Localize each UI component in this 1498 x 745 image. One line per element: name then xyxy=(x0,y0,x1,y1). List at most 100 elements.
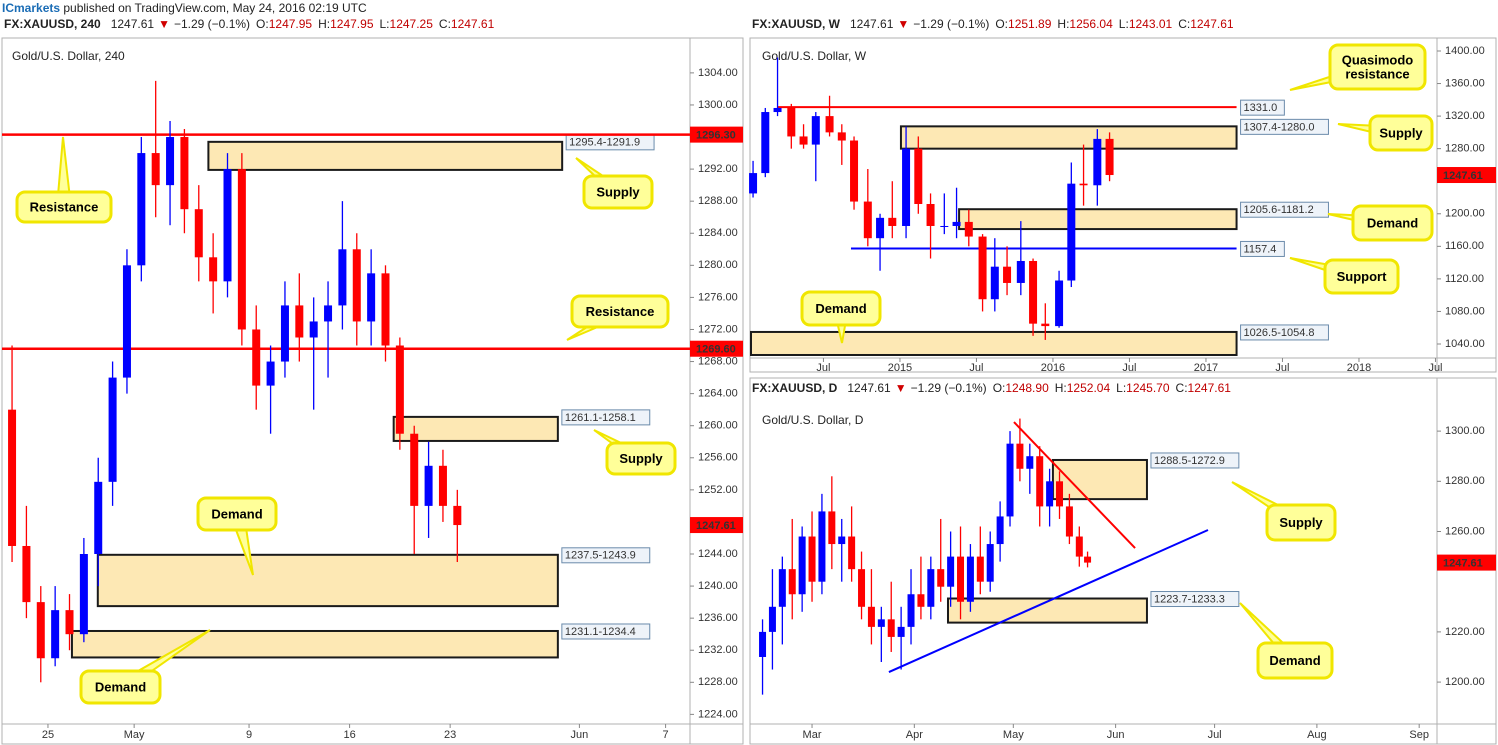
publisher[interactable]: ICmarkets xyxy=(2,1,60,15)
candle-body xyxy=(990,266,999,300)
candle-body xyxy=(863,201,872,239)
y-tick-label: 1284.00 xyxy=(698,227,738,239)
callout-box xyxy=(196,496,278,532)
callout-box xyxy=(1323,258,1400,295)
ohlc-key: O: xyxy=(995,17,1008,31)
ohlc-value: 1251.89 xyxy=(1008,17,1052,31)
candle-body xyxy=(166,137,175,186)
y-tick-label: 1228.00 xyxy=(698,676,738,688)
candle-body xyxy=(79,554,88,635)
x-tick-label: Jun xyxy=(571,729,589,741)
y-tick-label: 1300.00 xyxy=(1445,425,1485,437)
ohlc-value: 1243.01 xyxy=(1129,17,1173,31)
panel-frame xyxy=(749,377,1497,745)
candle-body xyxy=(986,544,994,582)
callout-box xyxy=(1368,114,1434,152)
candle-body xyxy=(907,594,915,627)
y-tick-label: 1080.00 xyxy=(1445,305,1485,317)
candle-body xyxy=(1105,138,1114,176)
candle-body xyxy=(926,204,935,226)
candle-body xyxy=(966,556,974,602)
x-tick-label: Jul xyxy=(969,362,983,374)
ohlc-key: H: xyxy=(1055,381,1067,395)
x-tick-label: 2015 xyxy=(888,362,912,374)
candle-body xyxy=(137,153,146,266)
last-price-box xyxy=(690,517,743,534)
candle-body xyxy=(811,116,820,145)
candle-body xyxy=(996,516,1004,545)
ohlc-key: O: xyxy=(993,381,1006,395)
ohlc-value: 1247.25 xyxy=(390,17,434,31)
y-tick-label: 1260.00 xyxy=(1445,525,1485,537)
ohlc-value: 1247.95 xyxy=(269,17,313,31)
zone-label-box xyxy=(1240,118,1329,135)
zone xyxy=(1051,458,1148,501)
zone-label: 1205.6-1181.2 xyxy=(1244,204,1314,216)
candle-body xyxy=(1046,481,1054,507)
candle-body xyxy=(858,569,866,607)
candle-body xyxy=(1003,266,1012,283)
published: published on TradingView.com, May 24, 20… xyxy=(60,1,367,15)
callout-box xyxy=(79,669,162,705)
candle-body xyxy=(1029,260,1038,324)
zone-label: 1231.1-1234.4 xyxy=(565,626,636,638)
zone xyxy=(70,629,559,659)
ohlc-value: 1247.61 xyxy=(451,17,495,31)
ohlc-value: 1256.04 xyxy=(1069,17,1113,31)
symbol-header: FX:XAUUSD, 240 1247.61 ▼ −1.29 (−0.1%) O:124… xyxy=(4,17,495,31)
candle-body xyxy=(209,257,218,282)
candle-body xyxy=(223,169,232,282)
zone-label-box xyxy=(561,623,651,640)
candle-body xyxy=(787,107,796,137)
callout-text: Resistance xyxy=(586,304,655,319)
callout-box xyxy=(800,290,882,327)
candle-body xyxy=(976,556,984,582)
zone xyxy=(207,140,564,171)
candle-body xyxy=(309,321,318,338)
trendline xyxy=(1013,421,1136,549)
candle-body xyxy=(749,173,758,194)
last-price-box xyxy=(1437,554,1496,571)
candle-body xyxy=(453,505,462,526)
x-tick-label: 23 xyxy=(444,729,456,741)
ohlc-key: L: xyxy=(1116,381,1126,395)
x-tick-label: May xyxy=(124,729,145,741)
y-tick-label: 1280.00 xyxy=(1445,143,1485,155)
candle-body xyxy=(194,209,203,258)
candle-body xyxy=(36,602,45,659)
x-tick-label: 16 xyxy=(343,729,355,741)
candle-body xyxy=(1079,183,1088,186)
candle-body xyxy=(838,536,846,545)
candle-body xyxy=(1026,456,1034,469)
symbol: FX:XAUUSD, D xyxy=(752,381,838,395)
y-tick-label: 1224.00 xyxy=(698,708,738,720)
x-tick-label: Jul xyxy=(1275,362,1289,374)
chart-title: Gold/U.S. Dollar, W xyxy=(762,49,867,63)
x-tick-label: Jul xyxy=(1122,362,1136,374)
ohlc-key: C: xyxy=(1178,17,1190,31)
callout-text: Demand xyxy=(95,679,146,694)
callout-box xyxy=(1256,641,1334,680)
zone xyxy=(96,553,559,608)
candle-body xyxy=(1006,443,1014,517)
candle-body xyxy=(1041,323,1050,327)
candle-body xyxy=(818,511,826,582)
candle-body xyxy=(1055,280,1064,327)
price: 1247.61 xyxy=(850,17,894,31)
candle-body xyxy=(1016,260,1025,283)
callout-text: Demand xyxy=(211,506,262,521)
x-tick-label: Jul xyxy=(816,362,830,374)
zone-label: 1295.4-1291.9 xyxy=(569,137,640,149)
candle-body xyxy=(957,556,965,602)
symbol: FX:XAUUSD, 240 xyxy=(4,17,101,31)
candle-body xyxy=(1075,536,1083,557)
change-arrow: ▼ xyxy=(897,17,909,31)
candle-body xyxy=(964,221,973,237)
candle-body xyxy=(424,465,433,506)
level-axis-box xyxy=(690,340,743,357)
candle-body xyxy=(799,136,808,145)
candle-body xyxy=(122,265,131,378)
chart-title: Gold/U.S. Dollar, D xyxy=(762,413,864,427)
y-tick-label: 1300.00 xyxy=(698,99,738,111)
